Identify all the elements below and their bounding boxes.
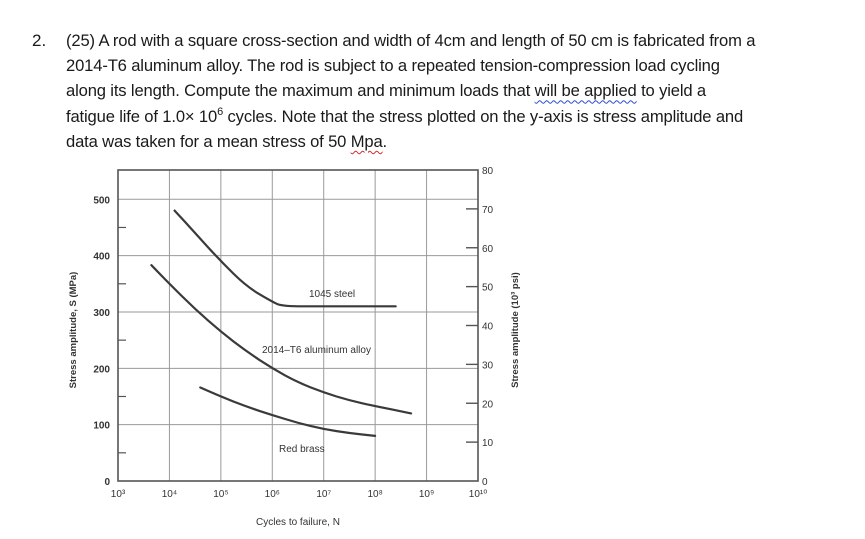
x-tick-label: 10⁹ xyxy=(419,489,434,500)
y-tick-label: 0 xyxy=(104,477,110,488)
y-tick-label: 100 xyxy=(93,421,110,432)
axis-labels: 1045 steel 2014–T6 aluminum alloy Red bras… xyxy=(68,272,521,528)
y-right-tick-label: 80 xyxy=(482,166,494,177)
x-tick-label: 10⁶ xyxy=(265,489,280,500)
question-line-3: along its length. Compute the maximum an… xyxy=(66,78,865,103)
spelling-flagged-text[interactable]: Mpa xyxy=(350,131,383,151)
x-tick-label: 10⁴ xyxy=(162,489,177,500)
y-tick-label: 500 xyxy=(93,195,110,206)
text-run: cycles. Note that the stress plotted on … xyxy=(223,106,744,126)
question-line-1: (25) A rod with a square cross-section a… xyxy=(66,31,756,50)
y-tick-label: 200 xyxy=(93,364,110,375)
x-axis-title: Cycles to failure, N xyxy=(256,517,340,528)
y-right-tick-label: 20 xyxy=(482,399,494,410)
x-tick-label: 10⁸ xyxy=(367,489,382,500)
question-line-2: 2014-T6 aluminum alloy. The rod is subje… xyxy=(66,56,720,76)
text-run: along its length. Compute the maximum an… xyxy=(66,81,535,101)
x-tick-label: 10⁵ xyxy=(213,489,228,500)
grammar-flagged-text[interactable]: will be applied xyxy=(534,81,637,101)
curve xyxy=(173,209,397,308)
label-aluminum: 2014–T6 aluminum alloy xyxy=(262,345,371,356)
y-axis-title: Stress amplitude, S (MPa) xyxy=(68,272,79,389)
y-right-tick-label: 30 xyxy=(482,360,494,371)
grid xyxy=(118,170,478,481)
curves xyxy=(150,209,413,437)
question-line-4: fatigue life of 1.0× 106 cycles. Note th… xyxy=(66,104,865,129)
y-right-tick-label: 40 xyxy=(482,322,494,333)
text-run: . xyxy=(382,131,388,151)
text-run: fatigue life of 1.0× 10 xyxy=(66,106,218,126)
curve xyxy=(150,264,413,415)
y-right-tick-label: 10 xyxy=(482,438,494,449)
y-axis-right-title: Stress amplitude (10³ psi) xyxy=(510,272,521,388)
label-1045-steel: 1045 steel xyxy=(309,289,355,300)
label-red-brass: Red brass xyxy=(279,444,325,455)
question-line-5: data was taken for a mean stress of 50 M… xyxy=(66,129,865,154)
x-tick-label: 10³ xyxy=(111,489,126,500)
y-tick-label: 300 xyxy=(93,308,110,319)
question-text: (25) A rod with a square cross-section a… xyxy=(66,28,865,154)
x-tick-label: 10⁷ xyxy=(316,489,331,500)
y-right-tick-label: 50 xyxy=(482,283,494,294)
sn-curve-figure: 0 100 200 300 400 500 0 10 20 30 40 50 60 70 80 10³ 10⁴ 1… xyxy=(50,160,540,534)
exponent: 6 xyxy=(217,105,224,118)
y-right-tick-label: 60 xyxy=(482,244,494,255)
curve xyxy=(199,386,377,437)
text-run: to yield a xyxy=(636,81,706,101)
text-run: data was taken for a mean stress of 50 xyxy=(66,131,351,151)
y-tick-label: 400 xyxy=(93,252,110,263)
axis-ticks: 0 100 200 300 400 500 0 10 20 30 40 50 60 70 80 10³ 10⁴ 1… xyxy=(93,166,493,500)
plot-frame xyxy=(117,169,479,482)
x-tick-label: 10¹⁰ xyxy=(469,489,487,500)
question-number: 2. xyxy=(32,31,47,50)
y-right-tick-label: 0 xyxy=(482,477,488,488)
y-right-tick-label: 70 xyxy=(482,205,494,216)
